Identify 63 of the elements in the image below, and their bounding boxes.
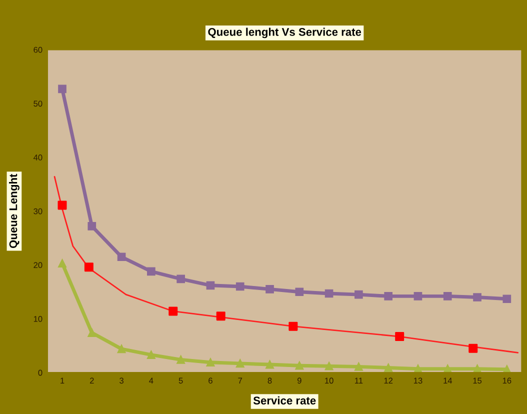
point — [236, 282, 244, 291]
chart-title: Queue lenght Vs Service rate — [208, 28, 362, 38]
point — [206, 281, 215, 290]
point — [117, 252, 126, 262]
point — [168, 306, 178, 316]
point — [88, 328, 96, 337]
y-axis-title: Queue Lenght — [9, 174, 20, 248]
point — [147, 350, 156, 360]
point — [266, 360, 274, 369]
point — [266, 285, 274, 294]
point — [473, 293, 482, 302]
x-tick-label: 1 — [60, 378, 64, 384]
point — [236, 359, 244, 368]
line-series — [54, 176, 519, 354]
point — [176, 356, 185, 364]
x-tick-label: 5 — [178, 378, 183, 384]
x-axis-title: Service rate — [253, 396, 316, 404]
x-tick-label: 3 — [120, 378, 124, 384]
y-tick-label: 30 — [34, 208, 42, 214]
point — [58, 259, 66, 268]
point — [502, 294, 512, 304]
x-tick-label: 10 — [325, 378, 334, 384]
x-tick-label: 14 — [444, 378, 452, 384]
point — [147, 267, 156, 276]
point — [324, 362, 334, 370]
point — [324, 289, 334, 298]
point — [295, 288, 304, 296]
x-tick-label: 13 — [414, 378, 422, 384]
point — [58, 200, 67, 210]
point — [84, 262, 94, 272]
point — [295, 361, 304, 370]
x-tick-label: 6 — [208, 378, 212, 384]
point — [395, 332, 404, 342]
x-tick-label: 12 — [384, 378, 393, 384]
point — [354, 362, 363, 371]
y-tick-label: 10 — [34, 316, 42, 322]
y-tick-label: 50 — [34, 100, 42, 107]
x-tick-label: 11 — [355, 378, 363, 384]
point — [58, 84, 66, 94]
y-tick-label: 60 — [34, 46, 42, 53]
y-tick-label: 40 — [33, 154, 42, 160]
x-tick-label: 2 — [90, 378, 94, 384]
point — [443, 364, 452, 373]
x-tick-label: 16 — [502, 378, 512, 384]
x-tick-label: 9 — [297, 378, 302, 384]
point — [176, 274, 185, 284]
point — [354, 290, 363, 299]
point — [117, 344, 126, 354]
point — [216, 312, 226, 321]
x-tick-label: 4 — [149, 378, 154, 384]
point — [384, 364, 392, 372]
point — [468, 344, 478, 353]
point — [88, 222, 96, 230]
x-tick-label: 7 — [238, 378, 242, 384]
y-tick-label: 20 — [34, 262, 42, 268]
x-tick-label: 15 — [473, 378, 482, 384]
x-tick-label: 8 — [268, 378, 272, 384]
point — [384, 292, 392, 300]
y-tick-label: 0 — [38, 370, 42, 376]
point — [414, 292, 422, 300]
point — [443, 292, 452, 300]
point — [288, 322, 298, 331]
point — [206, 358, 215, 367]
